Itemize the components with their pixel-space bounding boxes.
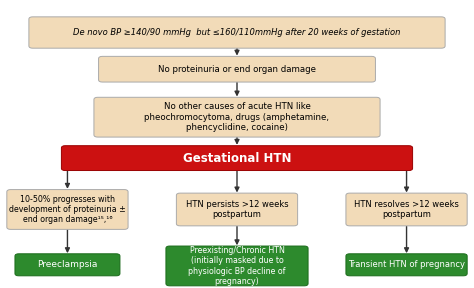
Text: HTN resolves >12 weeks
postpartum: HTN resolves >12 weeks postpartum	[354, 200, 459, 219]
Text: No proteinuria or end organ damage: No proteinuria or end organ damage	[158, 65, 316, 74]
Text: Gestational HTN: Gestational HTN	[183, 151, 291, 165]
Text: De novo BP ≥140/90 mmHg  but ≤160/110mmHg after 20 weeks of gestation: De novo BP ≥140/90 mmHg but ≤160/110mmHg…	[73, 28, 401, 37]
Text: Transient HTN of pregnancy: Transient HTN of pregnancy	[348, 260, 465, 269]
FancyBboxPatch shape	[166, 246, 308, 286]
FancyBboxPatch shape	[7, 190, 128, 229]
Text: Preexisting/Chronic HTN
(initially masked due to
physiologic BP decline of
pregn: Preexisting/Chronic HTN (initially maske…	[188, 246, 286, 286]
FancyBboxPatch shape	[29, 17, 445, 48]
FancyBboxPatch shape	[346, 193, 467, 226]
FancyBboxPatch shape	[94, 97, 380, 137]
FancyBboxPatch shape	[176, 193, 298, 226]
FancyBboxPatch shape	[346, 254, 467, 276]
Text: Preeclampsia: Preeclampsia	[37, 260, 98, 269]
FancyBboxPatch shape	[62, 146, 412, 170]
FancyBboxPatch shape	[99, 56, 375, 82]
Text: No other causes of acute HTN like
pheochromocytoma, drugs (amphetamine,
phencycl: No other causes of acute HTN like pheoch…	[145, 102, 329, 132]
Text: HTN persists >12 weeks
postpartum: HTN persists >12 weeks postpartum	[186, 200, 288, 219]
Text: 10-50% progresses with
development of proteinuria ±
end organ damage¹⁵,¹⁶: 10-50% progresses with development of pr…	[9, 195, 126, 224]
FancyBboxPatch shape	[15, 254, 120, 276]
